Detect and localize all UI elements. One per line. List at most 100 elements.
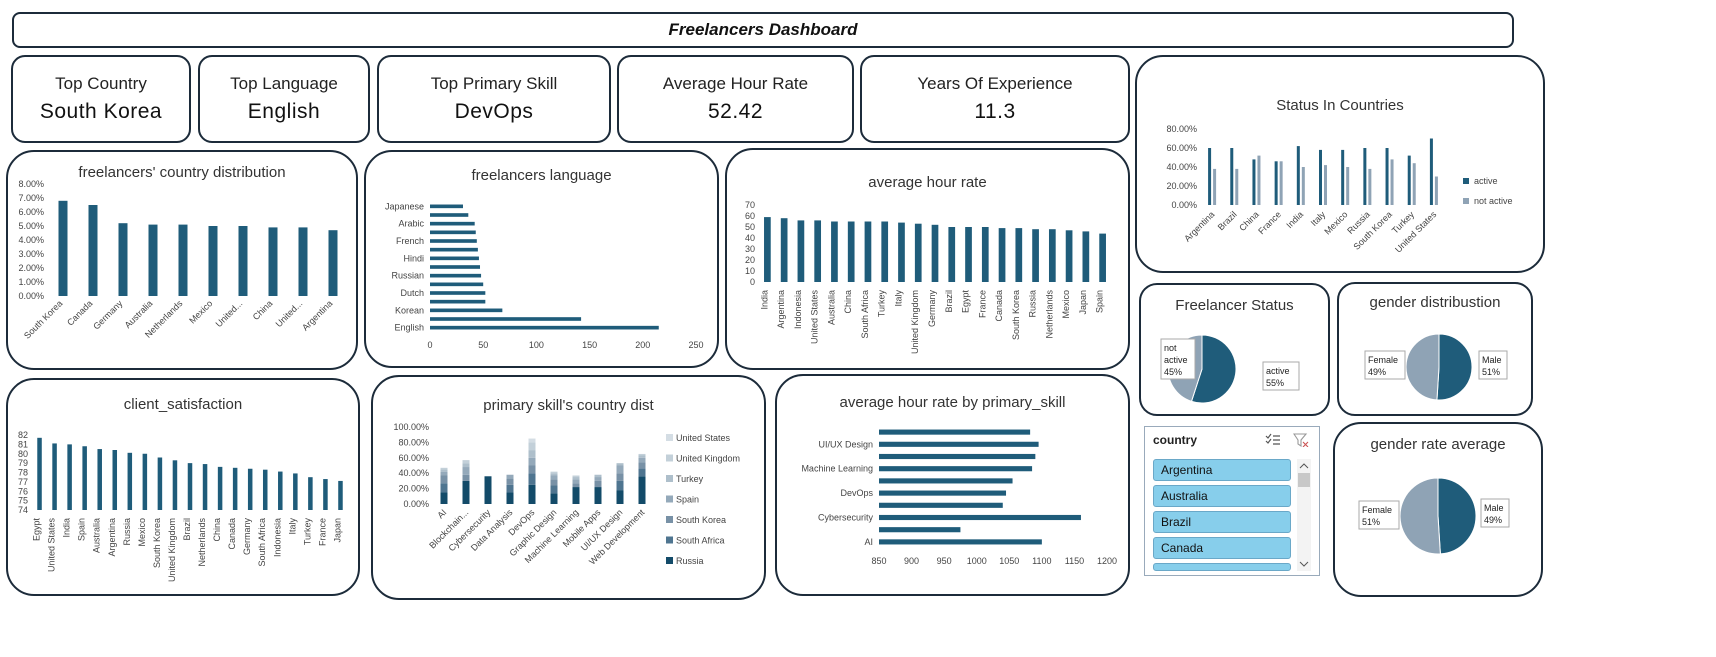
bar xyxy=(1412,163,1416,205)
bar xyxy=(914,223,922,282)
stacked-bar-segment xyxy=(550,473,558,476)
pie-label-text: 45% xyxy=(1164,367,1182,377)
chart-title: freelancers' country distribution xyxy=(78,164,286,181)
bar xyxy=(1341,149,1345,205)
clear-filter-icon[interactable] xyxy=(1293,433,1309,447)
slicer-item[interactable]: Argentina xyxy=(1153,459,1291,481)
chart-title: average hour rate xyxy=(868,174,987,191)
y-tick-label: 80 xyxy=(18,449,28,459)
x-tick-label: Japan xyxy=(1078,290,1088,315)
pie-data-label: Female 49% xyxy=(1364,350,1406,380)
y-tick-label: 2.00% xyxy=(18,263,44,273)
stacked-bar-segment xyxy=(462,474,470,481)
x-tick-label: Brazil xyxy=(1216,209,1239,232)
dashboard-title-bar: Freelancers Dashboard xyxy=(12,12,1514,48)
bar xyxy=(430,230,476,235)
stacked-bar-segment xyxy=(440,492,448,504)
slicer-item[interactable]: Brazil xyxy=(1153,511,1291,533)
chart-title: Status In Countries xyxy=(1276,97,1404,114)
y-tick-label: 4.00% xyxy=(18,235,44,245)
multi-select-icon[interactable] xyxy=(1265,433,1281,447)
stacked-bar-segment xyxy=(616,490,624,504)
bar xyxy=(1363,148,1367,205)
x-tick-label: Canada xyxy=(994,290,1004,322)
scroll-down-icon[interactable] xyxy=(1297,559,1311,569)
chart-card-status-countries: Status In Countries 0.00% 20.00% 40.00% 60.… xyxy=(1135,55,1545,273)
bar xyxy=(1065,230,1073,282)
chart-title: gender distribustion xyxy=(1369,294,1501,311)
bar xyxy=(1213,168,1217,205)
pie-label-box xyxy=(1478,350,1508,380)
chart-title: primary skill's country dist xyxy=(483,397,654,414)
stacked-bar-segment xyxy=(462,467,470,475)
legend-swatch xyxy=(666,516,673,523)
chart-card-language: freelancers language 0 50 100 150 200 250 Engl… xyxy=(364,150,719,368)
pie-slice xyxy=(1405,333,1440,401)
bar xyxy=(308,477,313,510)
x-tick-label: France xyxy=(317,518,327,546)
bar xyxy=(217,466,223,510)
kpi-label: Years Of Experience xyxy=(917,74,1073,93)
y-tick-label: 50 xyxy=(745,222,755,232)
legend-label: Spain xyxy=(676,495,699,505)
legend-label: not active xyxy=(1474,196,1513,206)
slicer-scrollbar[interactable] xyxy=(1297,459,1311,571)
x-tick-label: Germany xyxy=(927,290,937,328)
bar xyxy=(847,221,855,282)
country-slicer[interactable]: country Argentina Australia Brazil Canad… xyxy=(1144,426,1320,576)
scroll-up-icon[interactable] xyxy=(1297,461,1311,471)
stacked-bar-segment xyxy=(638,453,646,456)
status-countries-chart: 0.00% 20.00% 40.00% 60.00% 80.00% Argentina Br… xyxy=(1166,124,1513,255)
legend-swatch xyxy=(666,495,673,503)
x-tick-label: 1150 xyxy=(1065,556,1084,566)
slicer-item[interactable]: Canada xyxy=(1153,537,1291,559)
bar xyxy=(430,204,463,209)
y-tick-label: 77 xyxy=(18,477,28,487)
x-tick-label: 900 xyxy=(904,556,919,566)
bar xyxy=(430,325,659,330)
stacked-bar-segment xyxy=(506,492,514,504)
stacked-bar-segment xyxy=(638,462,646,469)
chart-card-client-satisfaction: client_satisfaction 74 75 76 77 78 79 80 81 82 Eg… xyxy=(6,378,360,596)
pie-label-text: 55% xyxy=(1266,378,1284,388)
stacked-bar-segment xyxy=(616,463,624,466)
pie-slice xyxy=(1436,333,1473,401)
bar xyxy=(238,226,248,296)
bar xyxy=(981,227,989,282)
bar xyxy=(298,227,308,296)
y-tick-label: Hindi xyxy=(403,253,424,263)
bar xyxy=(430,265,481,269)
y-tick-label: 3.00% xyxy=(18,249,44,259)
bar xyxy=(879,453,1036,460)
bar xyxy=(58,200,68,296)
y-tick-label: 40 xyxy=(745,233,755,243)
x-tick-label: South Korea xyxy=(1011,290,1021,340)
bar xyxy=(764,217,771,282)
stacked-bar-segment xyxy=(440,471,448,476)
stacked-bar-segment xyxy=(528,438,536,443)
x-tick-label: South Africa xyxy=(257,518,267,567)
x-tick-label: South Korea xyxy=(22,298,64,340)
pie-slice xyxy=(1437,477,1477,555)
kpi-value: South Korea xyxy=(39,100,163,123)
bar xyxy=(1346,167,1350,205)
bar xyxy=(1319,149,1322,205)
chart-card-average-hour-rate: average hour rate 0 10 20 30 40 50 60 70 India Ar… xyxy=(725,148,1130,370)
stacked-bar-segment xyxy=(484,476,492,504)
bar xyxy=(247,468,253,510)
scroll-thumb[interactable] xyxy=(1298,473,1310,487)
stacked-bar-segment xyxy=(528,465,536,474)
pie-label-text: not xyxy=(1164,343,1177,353)
legend-swatch xyxy=(666,434,673,441)
slicer-item-partial[interactable] xyxy=(1153,563,1291,571)
x-tick-label: 1100 xyxy=(1032,556,1051,566)
chart-card-gender-distribution: gender distribustion Male 51% Female 49% xyxy=(1337,282,1533,416)
y-tick-label: 79 xyxy=(18,458,28,468)
stacked-bar-segment xyxy=(638,476,646,504)
bar xyxy=(88,205,98,296)
y-tick-label: 0.00% xyxy=(1171,200,1197,210)
bar xyxy=(797,220,805,282)
x-tick-label: Argentina xyxy=(107,518,117,557)
slicer-item[interactable]: Australia xyxy=(1153,485,1291,507)
